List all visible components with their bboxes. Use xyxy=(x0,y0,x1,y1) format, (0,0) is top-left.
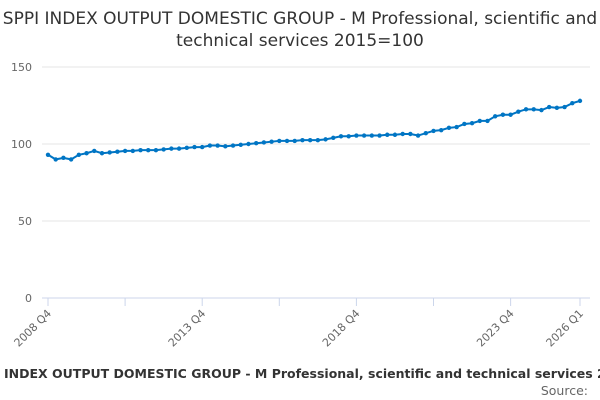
source-label: Source: xyxy=(540,383,588,398)
data-point xyxy=(477,118,482,124)
data-point xyxy=(331,135,336,141)
data-point xyxy=(469,121,475,126)
y-tick-label: 50 xyxy=(18,215,32,228)
data-point xyxy=(277,138,282,144)
data-point xyxy=(577,98,583,104)
data-point xyxy=(570,100,575,106)
series-line xyxy=(47,99,581,161)
data-point xyxy=(446,125,452,131)
data-point xyxy=(292,138,297,144)
data-point xyxy=(439,127,444,133)
data-point xyxy=(192,144,197,150)
data-point xyxy=(361,133,367,138)
data-point xyxy=(223,144,228,149)
x-tick-label: 2023 Q4 xyxy=(474,307,517,350)
data-point xyxy=(523,107,529,112)
data-point xyxy=(392,132,398,137)
data-point xyxy=(153,147,159,153)
y-tick-label: 100 xyxy=(11,138,32,151)
data-point xyxy=(454,124,459,130)
data-point xyxy=(539,107,544,113)
chart-title: SPPI INDEX OUTPUT DOMESTIC GROUP - M Pro… xyxy=(2,9,598,51)
data-point xyxy=(516,109,521,114)
data-point xyxy=(84,151,89,156)
data-point xyxy=(138,147,143,153)
data-point xyxy=(261,140,267,145)
data-point xyxy=(253,141,259,146)
data-point xyxy=(485,118,490,124)
data-point xyxy=(169,146,174,151)
y-tick-label: 150 xyxy=(11,61,32,74)
x-tick-label: 2018 Q4 xyxy=(320,307,363,350)
data-point xyxy=(562,104,567,110)
data-point xyxy=(315,137,321,143)
data-point xyxy=(161,147,166,152)
data-point xyxy=(146,147,151,153)
data-point xyxy=(423,131,428,136)
data-point xyxy=(431,128,436,134)
data-point xyxy=(300,137,305,143)
data-point xyxy=(107,150,112,155)
y-tick-label: 0 xyxy=(25,292,32,305)
data-point xyxy=(68,157,74,162)
x-tick-label: 2026 Q1 xyxy=(544,307,587,350)
data-point xyxy=(385,132,390,137)
data-point xyxy=(184,145,189,151)
data-point xyxy=(369,133,375,138)
data-point xyxy=(546,104,552,110)
data-point xyxy=(92,148,97,154)
data-point xyxy=(246,141,251,147)
data-point xyxy=(354,133,359,138)
data-point xyxy=(53,157,58,162)
data-point xyxy=(307,137,313,143)
data-point xyxy=(76,152,82,157)
data-point xyxy=(284,138,290,144)
data-point xyxy=(554,105,560,111)
data-point xyxy=(215,143,220,148)
data-point xyxy=(238,142,243,147)
data-point xyxy=(45,152,51,157)
data-point xyxy=(230,143,236,148)
data-point xyxy=(338,134,344,139)
data-point xyxy=(269,139,274,144)
data-point xyxy=(200,144,205,150)
data-point xyxy=(377,133,382,138)
series-caption: INDEX OUTPUT DOMESTIC GROUP - M Professi… xyxy=(4,366,600,381)
data-point xyxy=(122,148,128,154)
data-point xyxy=(323,137,328,142)
data-point xyxy=(415,133,421,138)
data-point xyxy=(508,112,513,117)
data-point xyxy=(99,151,105,156)
data-point xyxy=(115,149,120,154)
data-point xyxy=(400,131,405,137)
data-point xyxy=(130,148,136,154)
data-point xyxy=(492,114,498,119)
data-point xyxy=(462,121,467,127)
data-point xyxy=(531,107,536,112)
x-tick-label: 2013 Q4 xyxy=(166,307,209,350)
data-point xyxy=(61,155,66,161)
data-point xyxy=(207,143,213,148)
data-point xyxy=(408,131,413,137)
data-point xyxy=(176,146,182,151)
data-point xyxy=(346,134,351,139)
data-point xyxy=(500,112,506,117)
x-tick-label: 2008 Q4 xyxy=(12,307,55,350)
